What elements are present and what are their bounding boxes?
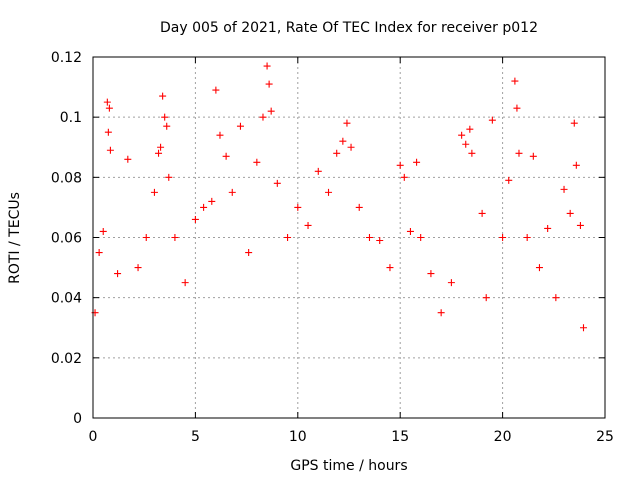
data-point: [339, 137, 347, 145]
x-tick-label: 5: [191, 429, 200, 445]
data-point: [325, 188, 333, 196]
data-point: [314, 167, 322, 175]
data-point: [333, 149, 341, 157]
data-point: [161, 113, 169, 121]
x-tick-label: 25: [596, 429, 614, 445]
data-point: [458, 131, 466, 139]
data-point: [294, 203, 302, 211]
data-point: [478, 209, 486, 217]
data-point: [544, 224, 552, 232]
data-point: [106, 146, 114, 154]
data-point: [267, 107, 275, 115]
data-point: [511, 77, 519, 85]
x-tick-label: 15: [391, 429, 409, 445]
data-point: [413, 158, 421, 166]
x-tick-label: 0: [89, 429, 98, 445]
data-point: [157, 143, 165, 151]
data-point: [259, 113, 267, 121]
y-tick-label: 0.08: [51, 170, 82, 186]
data-point: [505, 176, 513, 184]
data-point: [462, 140, 470, 148]
data-point: [515, 149, 523, 157]
data-point: [165, 173, 173, 181]
data-point: [95, 249, 103, 257]
data-point: [253, 158, 261, 166]
data-point: [245, 249, 253, 257]
y-tick-label: 0.04: [51, 291, 82, 307]
data-point: [347, 143, 355, 151]
data-point: [222, 152, 230, 160]
data-point: [99, 227, 107, 235]
data-point: [576, 221, 584, 229]
data-point: [406, 227, 414, 235]
data-point: [114, 270, 122, 278]
data-point: [208, 197, 216, 205]
data-point: [400, 173, 408, 181]
y-axis-label: ROTI / TECUs: [7, 192, 23, 284]
data-point: [200, 203, 208, 211]
y-tick-label: 0: [73, 411, 82, 427]
data-point: [228, 188, 236, 196]
data-point: [155, 149, 163, 157]
data-point: [529, 152, 537, 160]
data-points: [91, 62, 587, 332]
data-point: [570, 119, 578, 127]
data-point: [437, 309, 445, 317]
data-point: [191, 215, 199, 223]
data-point: [343, 119, 351, 127]
data-point: [236, 122, 244, 130]
data-point: [468, 149, 476, 157]
data-point: [376, 237, 384, 245]
data-point: [304, 221, 312, 229]
y-tick-label: 0.02: [51, 351, 82, 367]
data-point: [572, 161, 580, 169]
data-point: [499, 234, 507, 241]
data-point: [103, 98, 111, 106]
data-point: [535, 264, 543, 272]
chart-title: Day 005 of 2021, Rate Of TEC Index for r…: [160, 20, 538, 36]
data-point: [482, 294, 490, 302]
data-point: [365, 234, 373, 241]
axis-ticks: 0 5 10 15 20 25 0 0.02 0.04 0.06 0.08 0.1 0.12: [51, 50, 614, 445]
data-point: [159, 92, 167, 100]
data-point: [427, 270, 435, 278]
data-point: [523, 234, 531, 241]
data-point: [181, 279, 189, 287]
data-point: [447, 279, 455, 287]
data-point: [466, 125, 474, 133]
data-point: [273, 179, 281, 187]
data-point: [263, 62, 271, 70]
data-point: [417, 234, 425, 241]
data-point: [212, 86, 220, 94]
x-axis-label: GPS time / hours: [290, 458, 407, 474]
data-point: [513, 104, 521, 112]
data-point: [284, 234, 292, 241]
data-point: [163, 122, 171, 130]
data-point: [579, 324, 587, 332]
data-point: [142, 234, 150, 241]
data-point: [171, 234, 179, 241]
data-point: [265, 80, 273, 88]
x-tick-label: 10: [289, 429, 307, 445]
data-point: [566, 209, 574, 217]
data-point: [124, 155, 132, 163]
y-tick-label: 0.1: [60, 110, 82, 126]
data-point: [134, 264, 142, 272]
data-point: [552, 294, 560, 302]
y-tick-label: 0.12: [51, 50, 82, 66]
y-tick-label: 0.06: [51, 231, 82, 247]
data-point: [386, 264, 394, 272]
data-point: [150, 188, 158, 196]
data-point: [104, 128, 112, 136]
data-point: [355, 203, 363, 211]
data-point: [105, 104, 113, 112]
data-point: [488, 116, 496, 124]
data-point: [216, 131, 224, 139]
x-tick-label: 20: [494, 429, 512, 445]
data-point: [560, 185, 568, 193]
data-point: [396, 161, 404, 169]
